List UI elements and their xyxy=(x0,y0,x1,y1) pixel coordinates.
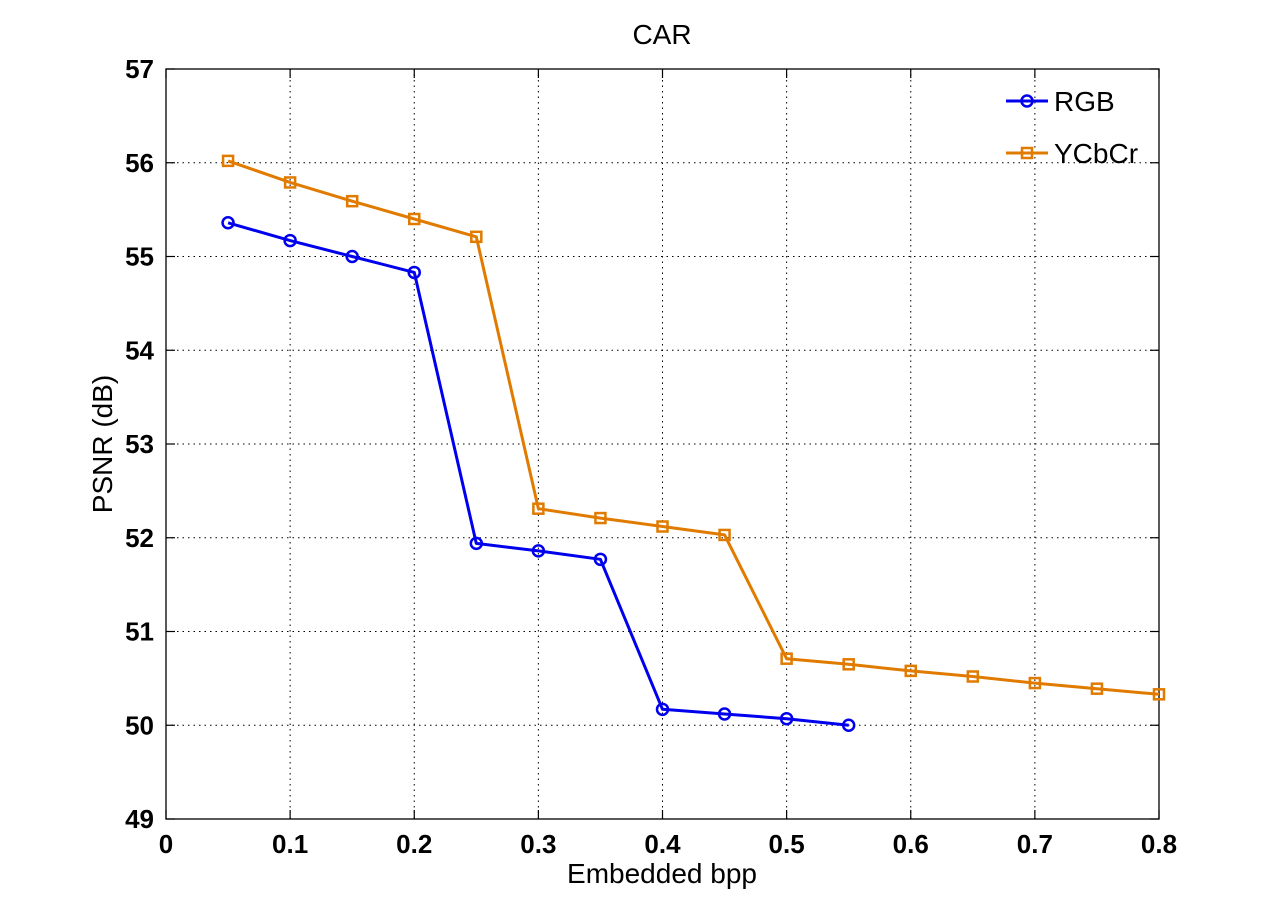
x-tick-label: 0.3 xyxy=(520,829,556,859)
grid-lines xyxy=(166,69,1159,819)
data-point-ycbcr xyxy=(1028,676,1042,690)
legend-label: YCbCr xyxy=(1054,138,1138,169)
x-tick-label: 0 xyxy=(159,829,173,859)
x-tick-label: 0.2 xyxy=(396,829,432,859)
y-tick-label: 56 xyxy=(125,148,154,178)
data-point-ycbcr xyxy=(221,154,235,168)
data-point-rgb xyxy=(655,702,670,717)
y-axis-label: PSNR (dB) xyxy=(87,375,118,513)
legend-entry-rgb: RGB xyxy=(1006,86,1115,117)
legend-marker xyxy=(1020,146,1034,160)
data-point-rgb xyxy=(593,552,608,567)
data-point-rgb xyxy=(345,249,359,264)
axis-ticks: 0 0.1 0.2 0.3 0.4 0.5 0.6 0.7 0.8 49 50 51 52 53 54 55 5… xyxy=(125,54,1177,859)
chart-title: CAR xyxy=(632,19,691,50)
data-point-rgb xyxy=(407,265,421,280)
data-point-rgb xyxy=(841,718,856,732)
x-tick-label: 0.4 xyxy=(644,829,681,859)
data-point-ycbcr xyxy=(656,520,669,533)
legend: RGB YCbCr xyxy=(1006,86,1138,169)
data-point-rgb xyxy=(283,233,297,248)
data-point-ycbcr xyxy=(408,212,421,226)
data-point-rgb xyxy=(779,711,794,726)
data-point-ycbcr xyxy=(470,230,483,244)
y-tick-label: 51 xyxy=(125,617,154,647)
series-line-rgb xyxy=(227,221,849,727)
data-point-ycbcr xyxy=(718,528,731,542)
data-point-rgb xyxy=(531,544,546,558)
series-group xyxy=(221,154,1166,732)
legend-label: RGB xyxy=(1054,86,1115,117)
series-line-ycbcr xyxy=(227,159,1160,696)
data-point-ycbcr xyxy=(966,670,980,683)
x-tick-label: 0.5 xyxy=(769,829,805,859)
y-tick-label: 54 xyxy=(125,335,154,365)
x-axis-label: Embedded bpp xyxy=(567,858,757,889)
x-tick-label: 0.6 xyxy=(893,829,929,859)
data-point-ycbcr xyxy=(532,502,545,515)
data-point-ycbcr xyxy=(1152,688,1166,701)
x-tick-label: 0.1 xyxy=(272,829,308,859)
legend-entry-ycbcr: YCbCr xyxy=(1006,138,1138,169)
data-point-rgb xyxy=(469,536,484,551)
series-ycbcr xyxy=(221,154,1166,701)
x-tick-label: 0.7 xyxy=(1017,829,1053,859)
y-tick-label: 52 xyxy=(125,523,154,553)
data-point-rgb xyxy=(717,707,732,721)
x-tick-label: 0.8 xyxy=(1141,829,1177,859)
y-tick-label: 49 xyxy=(125,804,154,834)
data-point-ycbcr xyxy=(842,658,855,671)
data-point-ycbcr xyxy=(283,176,297,189)
y-tick-label: 55 xyxy=(125,242,154,272)
y-tick-label: 53 xyxy=(125,429,154,459)
series-rgb xyxy=(221,216,856,732)
data-point-rgb xyxy=(221,216,235,230)
legend-marker xyxy=(1020,94,1034,108)
data-point-ycbcr xyxy=(780,652,793,665)
y-tick-label: 57 xyxy=(125,54,154,84)
data-point-ycbcr xyxy=(594,511,607,525)
data-point-ycbcr xyxy=(904,664,917,678)
data-point-ycbcr xyxy=(1090,682,1104,695)
y-tick-label: 50 xyxy=(125,710,154,740)
data-point-ycbcr xyxy=(345,194,359,208)
